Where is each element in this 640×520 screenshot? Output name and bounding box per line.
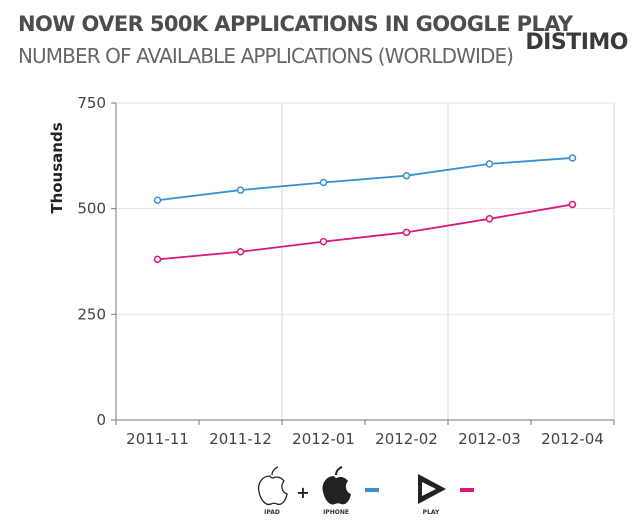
- chart-title: NOW OVER 500K APPLICATIONS IN GOOGLE PLA…: [18, 12, 573, 36]
- chart-subtitle: NUMBER OF AVAILABLE APPLICATIONS (WORLDW…: [18, 44, 514, 68]
- data-point-ios: [568, 154, 577, 162]
- brand-logo: DISTIMO: [525, 30, 628, 55]
- y-tick-label: 0: [96, 411, 106, 429]
- series-group: [153, 154, 577, 264]
- play-caption: PLAY: [423, 509, 440, 516]
- data-point-play: [236, 248, 245, 256]
- series-line-ios: [157, 157, 573, 202]
- x-tick-label: 2012-04: [541, 430, 604, 448]
- data-point-play: [319, 237, 328, 246]
- data-point-ios: [402, 171, 411, 180]
- x-tick-label: 2012-03: [458, 430, 521, 448]
- y-axis-label: Thousands: [48, 122, 66, 213]
- legend: IPAD + IPHONE PLAY: [257, 466, 474, 516]
- tick-labels: 0 250 500 750 2011-11 2011-12 2012-01 2012-02 20…: [77, 94, 603, 448]
- series-line-play: [157, 203, 573, 261]
- plus-sign: +: [296, 483, 309, 502]
- data-point-play: [402, 228, 411, 237]
- y-tick-label: 750: [77, 94, 106, 112]
- x-tick-label: 2012-02: [375, 430, 438, 448]
- data-point-ios: [153, 196, 162, 204]
- x-tick-label: 2011-12: [209, 430, 272, 448]
- data-point-play: [485, 215, 494, 223]
- ios-legend-swatch: [365, 488, 379, 492]
- y-tick-label: 250: [77, 305, 106, 323]
- axes: [111, 102, 615, 425]
- grid-lines: [116, 102, 615, 420]
- iphone-caption: IPHONE: [323, 509, 349, 516]
- data-point-play: [568, 200, 577, 209]
- x-tick-label: 2012-01: [292, 430, 355, 448]
- data-point-ios: [236, 186, 245, 194]
- data-point-ios: [485, 160, 494, 168]
- y-tick-label: 500: [77, 200, 106, 218]
- data-point-play: [153, 255, 162, 264]
- iphone-apple-solid-icon: [322, 466, 351, 505]
- ipad-apple-outline-icon: [257, 466, 288, 506]
- play-legend-swatch: [460, 488, 474, 492]
- ipad-caption: IPAD: [264, 509, 280, 516]
- data-point-ios: [319, 178, 328, 187]
- x-tick-label: 2011-11: [126, 430, 189, 448]
- play-triangle-icon: [418, 474, 446, 504]
